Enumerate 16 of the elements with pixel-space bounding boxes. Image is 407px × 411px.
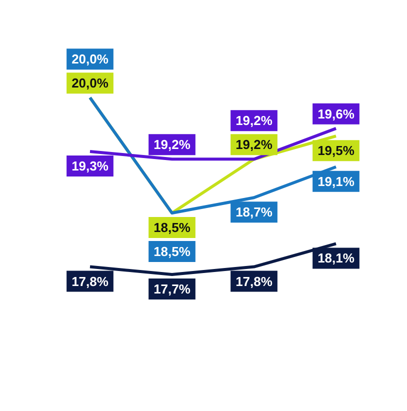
data-label: 19,2% — [236, 113, 273, 128]
data-label: 18,5% — [154, 220, 191, 235]
data-label: 17,7% — [154, 281, 191, 296]
data-label: 19,1% — [318, 174, 355, 189]
data-label: 18,5% — [154, 244, 191, 259]
data-label: 19,2% — [154, 137, 191, 152]
data-label: 19,2% — [236, 137, 273, 152]
data-label: 18,7% — [236, 204, 273, 220]
data-label: 19,6% — [318, 106, 355, 122]
data-label: 20,0% — [72, 52, 109, 67]
data-label: 17,8% — [72, 274, 109, 289]
data-label: 19,5% — [318, 143, 355, 158]
data-label: 17,8% — [236, 274, 273, 289]
data-label: 20,0% — [72, 76, 109, 91]
data-label: 18,1% — [318, 250, 355, 266]
data-label: 19,3% — [72, 158, 109, 174]
